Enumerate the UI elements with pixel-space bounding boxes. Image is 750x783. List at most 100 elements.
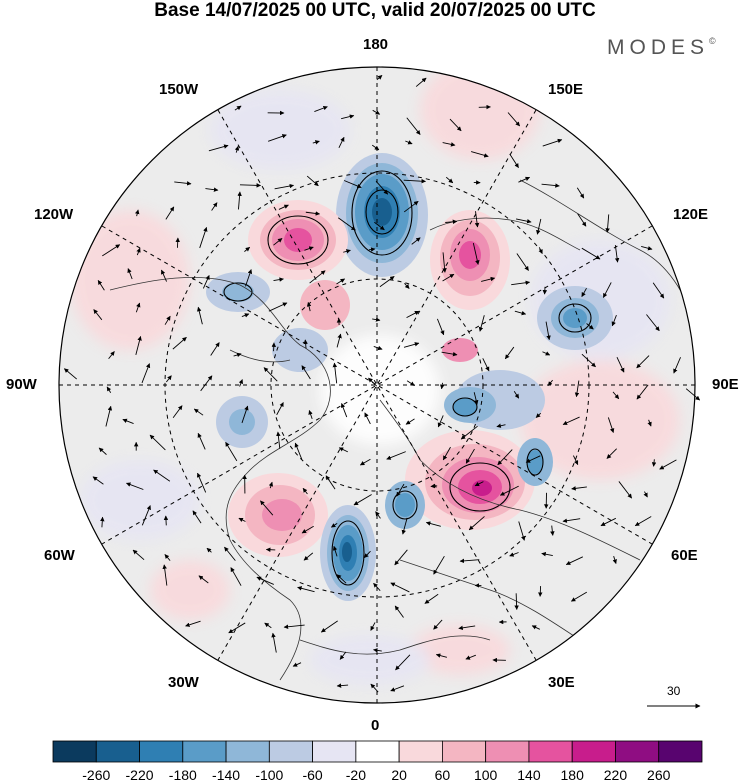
wind-vector	[673, 357, 681, 374]
wind-vector	[373, 648, 382, 653]
wind-vector	[239, 183, 262, 188]
wind-vector	[127, 268, 133, 280]
wind-vector	[193, 408, 204, 416]
wind-vector	[375, 180, 389, 195]
wind-vector	[602, 282, 612, 298]
wind-vector	[395, 654, 411, 671]
wind-vector	[474, 211, 480, 228]
wind-vector	[403, 178, 426, 184]
wind-vector	[606, 448, 617, 459]
wind-vector	[200, 375, 213, 392]
wind-vector	[525, 455, 541, 463]
wind-vector	[406, 117, 421, 135]
wind-vector	[332, 362, 338, 384]
wind-vector	[542, 351, 551, 356]
wind-vector	[618, 481, 633, 499]
wind-vector	[430, 483, 438, 489]
wind-vector	[538, 586, 543, 597]
wind-vector	[442, 252, 447, 273]
wind-vector	[241, 405, 249, 424]
wind-vector	[359, 458, 371, 466]
wind-vector	[164, 554, 171, 561]
wind-vector	[433, 619, 443, 630]
wind-vector	[92, 476, 104, 485]
wind-vector	[336, 333, 342, 348]
wind-vector	[340, 403, 348, 418]
modes-logo: MODES©	[607, 36, 716, 59]
wind-vector	[441, 351, 458, 357]
wind-vector	[93, 309, 103, 321]
wind-vector	[562, 416, 580, 425]
wind-vector	[199, 226, 208, 249]
wind-vector	[518, 176, 531, 183]
colorbar-swatch	[485, 740, 530, 763]
wind-vector	[198, 575, 209, 584]
wind-vector	[206, 547, 212, 553]
wind-vector	[312, 140, 320, 145]
wind-vector	[336, 574, 347, 584]
wind-vector	[197, 432, 206, 450]
wind-vector	[126, 482, 144, 490]
colorbar-swatch	[268, 740, 314, 763]
wind-vector	[425, 521, 441, 527]
wind-vector	[403, 200, 419, 213]
anomaly-field	[70, 67, 695, 685]
wind-vector	[576, 187, 585, 199]
reference-vector-label: 30	[667, 684, 681, 698]
wind-vector	[314, 105, 328, 112]
wind-vector	[468, 516, 485, 531]
lon-label-90w: 90W	[6, 376, 37, 393]
wind-vector	[332, 545, 338, 557]
wind-vector	[268, 302, 288, 312]
colorbar-swatch	[182, 740, 227, 763]
wind-vector	[237, 191, 242, 210]
wind-vector	[465, 654, 476, 660]
wind-vector	[225, 441, 238, 462]
wind-vector	[405, 418, 415, 425]
colorbar-swatch	[52, 740, 97, 763]
lon-label-30w: 30W	[168, 674, 199, 691]
wind-vector	[460, 425, 478, 440]
graticule	[59, 67, 695, 703]
wind-vector	[197, 306, 203, 325]
wind-vector	[600, 517, 617, 527]
wind-vector	[136, 247, 141, 256]
wind-vector	[437, 415, 444, 428]
colorbar-swatch	[571, 740, 616, 763]
wind-vector	[535, 412, 542, 418]
wind-vector	[442, 273, 455, 282]
wind-vector	[445, 219, 458, 225]
wind-vector	[406, 380, 415, 387]
wind-vector	[141, 363, 151, 384]
wind-vector	[605, 214, 610, 233]
wind-vector	[440, 382, 445, 390]
wind-vector	[581, 353, 596, 368]
wind-vector	[541, 552, 553, 557]
wind-vector	[394, 549, 408, 566]
wind-vector	[338, 136, 345, 149]
wind-vector	[241, 313, 250, 318]
wind-vector	[545, 321, 551, 341]
wind-vector	[634, 516, 652, 527]
wind-vector	[565, 556, 584, 565]
wind-vector	[132, 549, 145, 561]
wind-vector	[547, 379, 553, 386]
wind-vector	[513, 390, 520, 399]
wind-vector	[228, 622, 246, 634]
colorbar-tick-label: -60	[302, 767, 323, 783]
colorbar-swatch	[355, 740, 400, 763]
wind-vector	[515, 218, 532, 224]
wind-vector	[161, 269, 167, 282]
wind-vector	[651, 459, 657, 467]
wind-vector	[364, 412, 371, 425]
wind-vector	[301, 525, 314, 534]
wind-vector	[541, 183, 560, 188]
wind-vector	[435, 653, 447, 658]
lon-label-150w: 150W	[159, 81, 199, 98]
wind-vector	[581, 247, 601, 260]
colorbar-swatch	[95, 740, 140, 763]
wind-vector	[238, 517, 246, 523]
wind-vector	[550, 525, 555, 536]
wind-vector	[234, 105, 242, 111]
colorbar-tick-label: 140	[517, 767, 541, 783]
